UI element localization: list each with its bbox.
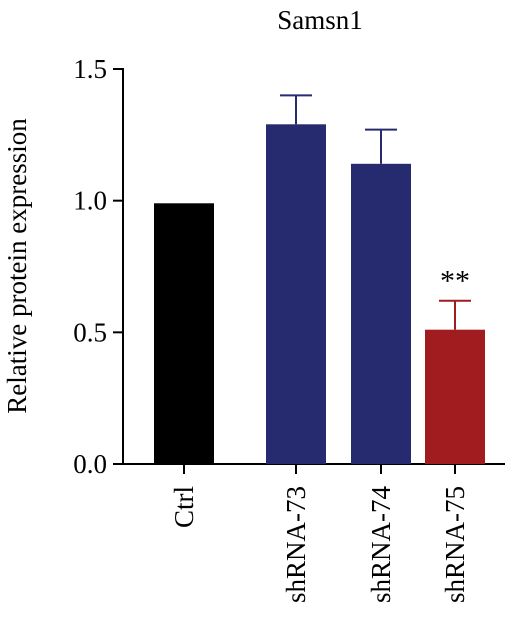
error-bars: [280, 94, 471, 330]
bar-shrna-73: [266, 124, 326, 465]
category-label: shRNA-73: [281, 486, 311, 603]
bar-shrna-75: [425, 329, 485, 464]
bars: [154, 124, 485, 465]
y-ticks: 0.0 0.5 1.0 1.5: [73, 54, 123, 479]
category-label: Ctrl: [169, 486, 199, 528]
y-tick-label: 1.0: [73, 186, 107, 216]
bar-ctrl: [154, 203, 214, 465]
significance-marker: **: [440, 265, 470, 298]
bar-shrna-74: [351, 163, 411, 465]
y-tick-label: 0.0: [73, 449, 107, 479]
y-axis-title: Relative protein expression: [2, 118, 32, 414]
chart-title: Samsn1: [277, 5, 363, 35]
y-tick-label: 0.5: [73, 317, 107, 347]
y-tick-label: 1.5: [73, 54, 107, 84]
significance-markers: **: [440, 265, 470, 298]
category-label: shRNA-74: [366, 486, 396, 604]
category-labels: Ctrl shRNA-73 shRNA-74 shRNA-75: [169, 486, 470, 604]
category-label: shRNA-75: [440, 486, 470, 603]
